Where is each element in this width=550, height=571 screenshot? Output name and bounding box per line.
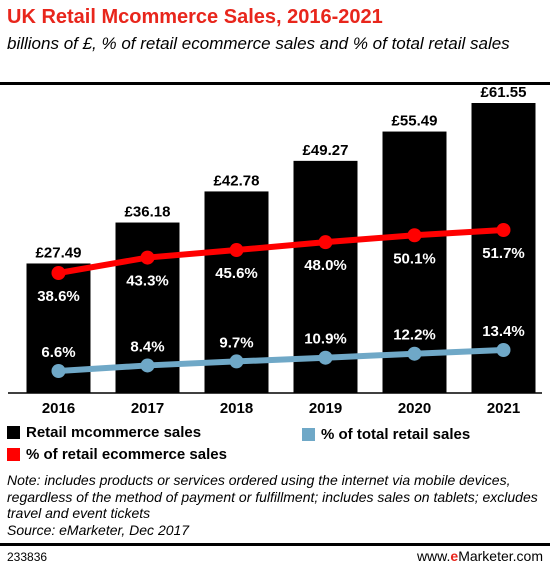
x-tick-label-2020: 2020	[398, 400, 431, 417]
ecommerce-share-value-label-2016: 38.6%	[37, 288, 80, 305]
chart-id: 233836	[7, 550, 48, 564]
ecommerce-share-point-2021	[496, 223, 511, 237]
bar-value-label-2017: £36.18	[125, 204, 171, 221]
total-retail-share-value-label-2019: 10.9%	[304, 331, 347, 348]
chart-title: UK Retail Mcommerce Sales, 2016-2021	[7, 6, 383, 28]
ecommerce-share-value-label-2018: 45.6%	[215, 265, 258, 282]
legend-swatch-total-retail	[302, 428, 315, 441]
bar-value-label-2020: £55.49	[392, 113, 438, 130]
chart-subtitle: billions of £, % of retail ecommerce sal…	[7, 34, 510, 53]
legend-swatch-bars	[7, 426, 20, 439]
legend-item-bars: Retail mcommerce sales	[7, 424, 201, 441]
ecommerce-share-point-2020	[407, 228, 422, 243]
chart-plot: £27.49 2016 £36.18 2017 £42.78 2018 £49.27 2019…	[8, 84, 542, 417]
total-retail-share-value-label-2016: 6.6%	[41, 344, 75, 361]
x-tick-label-2016: 2016	[42, 400, 75, 417]
total-retail-share-point-2020	[407, 346, 422, 361]
total-retail-share-point-2021	[496, 343, 511, 357]
total-retail-share-point-2016	[51, 364, 66, 378]
legend-swatch-ecommerce	[7, 448, 20, 461]
total-retail-share-line	[55, 347, 507, 374]
top-divider	[0, 82, 550, 85]
ecommerce-share-point-2017	[140, 250, 155, 265]
ecommerce-share-point-2019	[318, 235, 333, 250]
bar-value-label-2018: £42.78	[214, 172, 260, 189]
total-retail-share-point-2017	[140, 358, 155, 373]
ecommerce-share-value-label-2020: 50.1%	[393, 250, 436, 267]
ecommerce-share-value-label-2021: 51.7%	[482, 245, 525, 262]
x-tick-label-2017: 2017	[131, 400, 164, 417]
brand-prefix: www.	[416, 548, 451, 564]
brand-e: e	[450, 548, 459, 564]
brand-link[interactable]: www.eMarketer.com	[417, 548, 543, 564]
chart-notes: Note: includes products or services orde…	[7, 472, 547, 538]
total-retail-share-value-label-2020: 12.2%	[393, 327, 436, 344]
legend-item-ecommerce: % of retail ecommerce sales	[7, 446, 227, 463]
ecommerce-share-point-2016	[51, 266, 66, 280]
legend-label-ecommerce: % of retail ecommerce sales	[26, 446, 227, 463]
bar-value-label-2021: £61.55	[481, 84, 527, 101]
bar-value-label-2019: £49.27	[303, 142, 349, 159]
legend-label-bars: Retail mcommerce sales	[26, 424, 202, 441]
bar-value-label-2016: £27.49	[36, 244, 82, 261]
x-tick-label-2021: 2021	[487, 400, 520, 417]
note-text: Note: includes products or services orde…	[7, 472, 538, 521]
total-retail-share-point-2018	[229, 354, 244, 369]
total-retail-share-value-label-2017: 8.4%	[130, 338, 164, 355]
total-retail-share-value-label-2018: 9.7%	[219, 334, 253, 351]
x-tick-label-2019: 2019	[309, 400, 342, 417]
legend-label-total-retail: % of total retail sales	[321, 426, 471, 443]
brand-suffix: Marketer.com	[458, 548, 543, 564]
ecommerce-share-value-label-2017: 43.3%	[126, 273, 169, 290]
ecommerce-share-line	[55, 227, 507, 276]
legend-item-total-retail: % of total retail sales	[302, 426, 470, 443]
source-text: Source: eMarketer, Dec 2017	[7, 521, 190, 538]
ecommerce-share-point-2018	[229, 243, 244, 258]
total-retail-share-value-label-2021: 13.4%	[482, 323, 525, 340]
x-tick-label-2018: 2018	[220, 400, 253, 417]
ecommerce-share-value-label-2019: 48.0%	[304, 257, 347, 274]
total-retail-share-point-2019	[318, 350, 333, 365]
bottom-divider	[0, 543, 550, 546]
